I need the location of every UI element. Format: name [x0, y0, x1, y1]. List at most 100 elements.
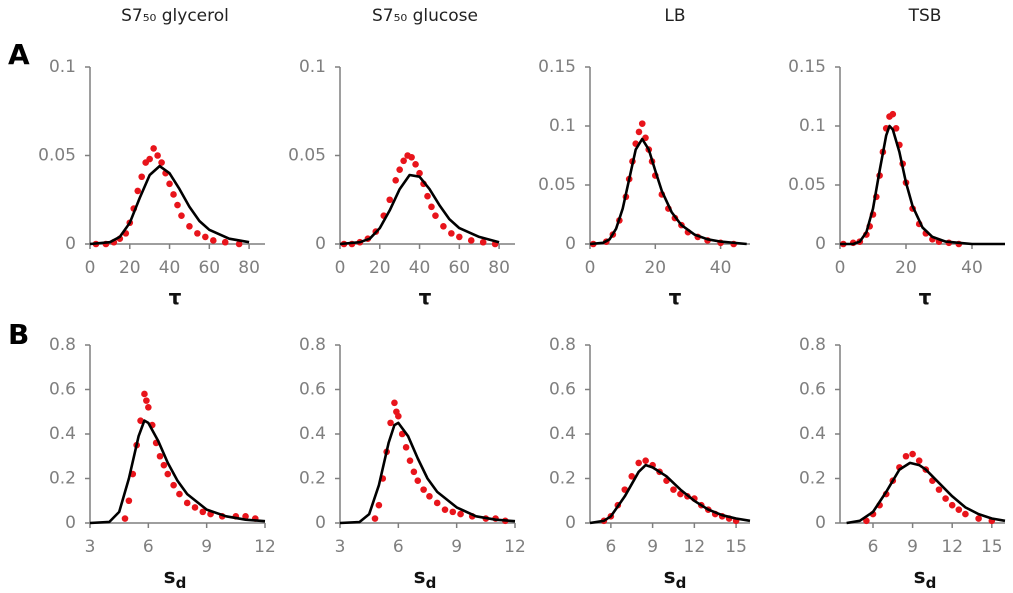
x-axis-label-main: τ: [919, 285, 932, 309]
x-axis-label-main: s: [414, 564, 426, 588]
fit-curve: [589, 463, 751, 525]
y-tick-label: 0.8: [299, 335, 326, 355]
x-axis-label: sd: [164, 564, 187, 592]
data-point: [448, 230, 455, 237]
y-tick-label: 0: [65, 234, 76, 254]
y-tick-label: 0.05: [788, 175, 826, 195]
data-point: [392, 176, 399, 184]
x-axis-label: τ: [169, 285, 182, 309]
y-tick-label: 0.05: [288, 146, 326, 166]
data-point: [387, 419, 394, 427]
data-point: [467, 237, 475, 244]
x-tick-label: 40: [159, 258, 181, 278]
data-point: [156, 452, 164, 460]
y-tick-label: 0: [565, 513, 576, 533]
data-point: [386, 196, 394, 204]
data-point: [170, 481, 177, 489]
fit-curve: [846, 461, 1006, 525]
data-point: [164, 470, 172, 478]
x-tick-label: 60: [448, 258, 470, 278]
panel-label: A: [8, 38, 30, 71]
x-tick-label: 3: [85, 537, 96, 557]
y-tick-label: 0.1: [549, 116, 576, 136]
data-point: [400, 157, 407, 165]
column-title: S7₅₀ glucose: [372, 6, 478, 26]
x-tick-label: 6: [605, 537, 616, 557]
x-tick-label: 20: [119, 258, 141, 278]
y-tick-label: 0.8: [49, 335, 76, 355]
data-point: [191, 504, 199, 511]
data-point: [158, 159, 165, 166]
x-axis-label-main: s: [914, 564, 926, 588]
y-tick-label: 0.05: [38, 146, 76, 166]
data-point: [143, 397, 150, 404]
x-tick-label: 40: [961, 258, 983, 278]
data-point: [635, 459, 642, 467]
x-tick-label: 15: [981, 537, 1003, 557]
x-tick-label: 12: [684, 537, 706, 557]
y-tick-label: 0.6: [49, 380, 76, 400]
data-point: [942, 495, 949, 502]
data-point: [166, 180, 173, 188]
data-point: [628, 472, 636, 480]
data-point: [889, 110, 897, 118]
y-tick-label: 0.4: [49, 424, 76, 444]
data-point: [433, 499, 441, 507]
x-axis-label: τ: [419, 285, 432, 309]
data-point: [178, 212, 185, 219]
data-point: [416, 169, 423, 177]
y-tick-label: 0: [565, 234, 576, 254]
data-point: [441, 506, 449, 513]
data-point: [424, 192, 431, 200]
y-tick-label: 0.4: [549, 424, 576, 444]
data-point: [402, 444, 410, 451]
data-point: [137, 417, 144, 424]
y-tick-label: 0.2: [549, 469, 576, 489]
data-point: [456, 233, 463, 241]
fit-curve: [89, 164, 250, 246]
column-title: LB: [664, 6, 685, 26]
panel-label: B: [8, 318, 29, 351]
x-tick-label: 0: [835, 258, 846, 278]
x-axis-label-main: s: [664, 564, 676, 588]
data-point: [909, 450, 916, 458]
data-point: [892, 125, 900, 132]
x-tick-label: 6: [143, 537, 154, 557]
y-tick-label: 0: [315, 513, 326, 533]
data-point: [141, 390, 148, 398]
data-point: [160, 461, 168, 469]
x-tick-label: 40: [710, 258, 732, 278]
y-tick-label: 0.8: [549, 335, 576, 355]
x-tick-label: 6: [393, 537, 404, 557]
data-point: [199, 508, 207, 516]
y-tick-label: 0.4: [799, 424, 826, 444]
y-tick-label: 0.05: [538, 175, 576, 195]
data-point: [414, 477, 422, 485]
x-axis-label-sub: d: [176, 574, 187, 592]
data-point: [371, 515, 379, 522]
data-point: [948, 501, 956, 509]
y-tick-label: 0.15: [788, 57, 826, 77]
data-point: [670, 486, 677, 493]
data-point: [121, 515, 129, 522]
x-tick-label: 20: [369, 258, 391, 278]
data-point: [176, 490, 183, 498]
data-point: [428, 203, 435, 211]
y-tick-label: 0.1: [799, 116, 826, 136]
data-point: [457, 510, 464, 518]
x-tick-label: 80: [238, 258, 260, 278]
x-axis-label-sub: d: [926, 574, 937, 592]
x-tick-label: 20: [895, 258, 917, 278]
x-tick-label: 3: [335, 537, 346, 557]
data-point: [174, 201, 181, 209]
x-tick-label: 9: [201, 537, 212, 557]
data-point: [479, 238, 487, 246]
fit-curve: [89, 419, 266, 525]
data-point: [935, 486, 943, 493]
data-point: [915, 457, 923, 465]
data-point: [242, 513, 249, 520]
data-point: [410, 468, 418, 476]
data-point: [975, 515, 982, 522]
x-axis-label: sd: [414, 564, 437, 592]
